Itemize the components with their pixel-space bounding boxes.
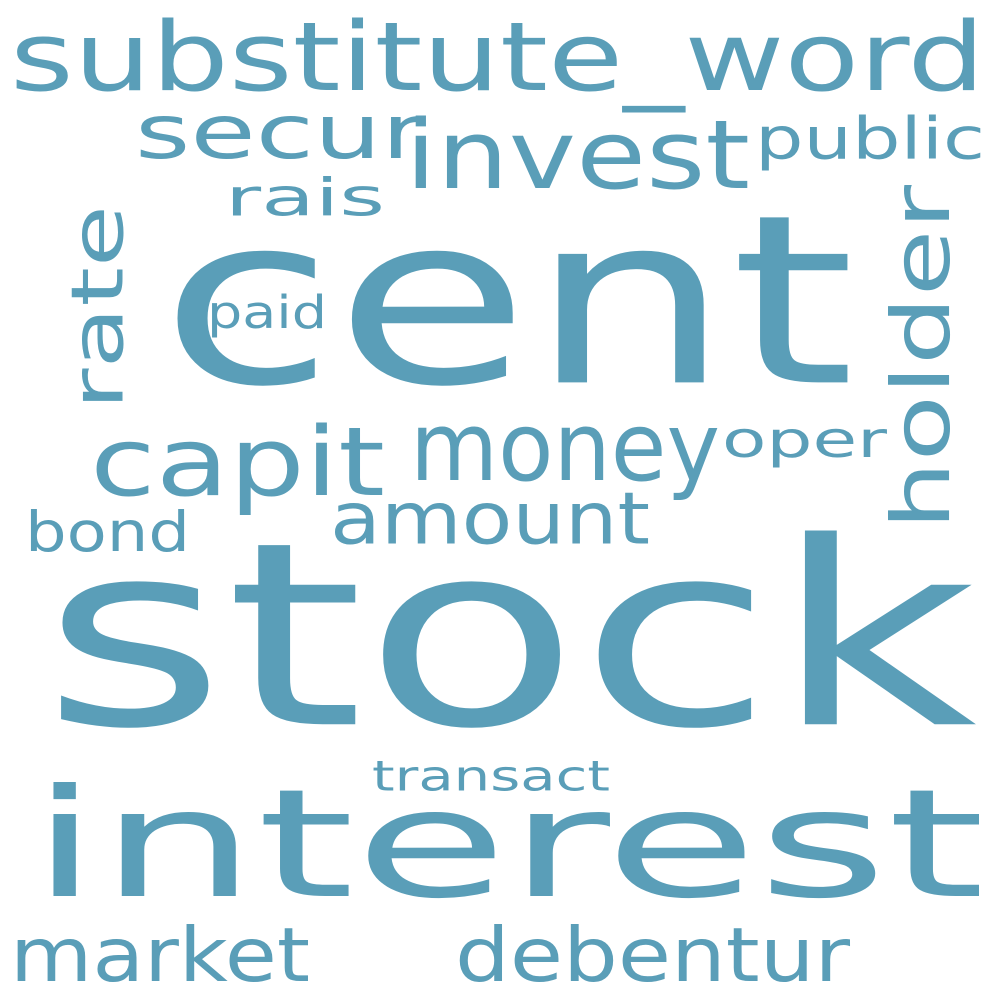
word-substitute-word: substitute_word xyxy=(10,1,985,113)
word-oper: oper xyxy=(722,410,887,469)
word-rate: rate xyxy=(55,205,140,410)
word-public: public xyxy=(755,104,985,173)
word-cent: cent xyxy=(160,163,855,439)
word-bond: bond xyxy=(25,500,190,565)
word-stock: stock xyxy=(42,487,977,786)
word-paid: paid xyxy=(207,285,327,339)
word-rais: rais xyxy=(225,167,385,229)
word-secur: secur xyxy=(135,88,425,176)
word-amount: amount xyxy=(330,476,650,561)
word-debentur: debentur xyxy=(455,911,850,999)
word-market: market xyxy=(10,911,310,999)
word-transact: transact xyxy=(372,751,610,801)
word-money: money xyxy=(410,391,720,503)
word-holder: holder xyxy=(874,185,969,530)
word-capit: capit xyxy=(90,406,385,518)
word-invest: invest xyxy=(405,99,750,211)
word-interest: interest xyxy=(30,756,985,932)
